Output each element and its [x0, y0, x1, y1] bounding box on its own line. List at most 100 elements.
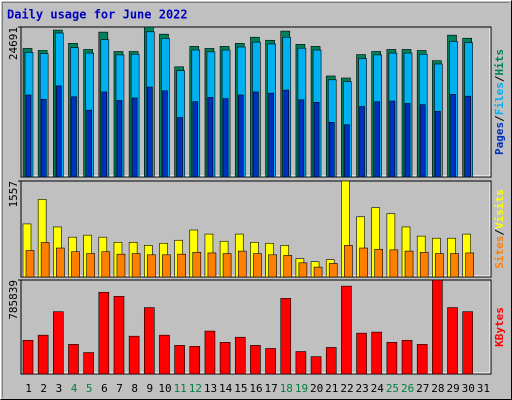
bar	[192, 101, 199, 178]
bar	[116, 100, 123, 178]
y-tick-label: 1557	[7, 181, 20, 208]
bar	[146, 254, 156, 278]
bar	[146, 86, 153, 178]
bar	[71, 96, 77, 178]
bar	[374, 248, 384, 278]
x-tick-label: 31	[477, 382, 490, 395]
bar	[283, 89, 290, 178]
bar	[177, 117, 183, 178]
bar	[207, 97, 214, 178]
bar	[131, 97, 138, 178]
bar	[101, 251, 111, 278]
bar	[450, 253, 459, 278]
x-tick-label: 29	[446, 382, 459, 395]
legend: Pages/Files/Hits	[493, 49, 506, 155]
x-tick-label: 12	[189, 382, 202, 395]
bar	[341, 285, 352, 375]
bar	[344, 124, 350, 178]
bar	[435, 111, 441, 178]
bar	[283, 255, 293, 278]
bar	[237, 250, 247, 278]
bar	[162, 254, 171, 278]
bar	[131, 253, 141, 278]
bar	[101, 91, 108, 178]
bar	[83, 352, 94, 375]
legend-entry: Sites	[493, 236, 506, 269]
x-tick-label: 14	[219, 382, 233, 395]
legend: KBytes	[493, 307, 506, 347]
bar	[40, 98, 47, 178]
bar	[386, 342, 398, 375]
x-tick-label: 30	[462, 382, 475, 395]
x-tick-label: 23	[356, 382, 369, 395]
bar	[404, 103, 411, 178]
chart-title: Daily usage for June 2022	[7, 8, 188, 22]
bar	[40, 242, 50, 278]
bar	[237, 94, 244, 178]
x-tick-label: 4	[71, 382, 78, 395]
bar	[204, 330, 216, 375]
x-tick-label: 10	[158, 382, 171, 395]
bar	[128, 335, 140, 375]
bar	[222, 253, 232, 278]
x-tick-label: 26	[401, 382, 414, 395]
bar	[56, 247, 65, 278]
legend-separator: /	[493, 115, 506, 122]
bar	[465, 252, 474, 278]
x-tick-label: 18	[280, 382, 293, 395]
bar	[253, 91, 259, 178]
bar	[298, 262, 308, 278]
bar	[419, 104, 426, 178]
bar	[143, 307, 155, 375]
bar	[22, 339, 34, 375]
x-tick-label: 11	[174, 382, 187, 395]
legend: Sites/Visits	[493, 189, 506, 269]
x-tick-label: 15	[234, 382, 247, 395]
bar	[371, 331, 383, 375]
bar	[56, 85, 62, 178]
bar	[268, 254, 277, 278]
x-tick-label: 17	[265, 382, 278, 395]
bar	[328, 263, 338, 278]
x-tick-label: 5	[86, 382, 93, 395]
bar	[359, 106, 365, 178]
bar	[162, 90, 168, 178]
bar	[234, 336, 246, 375]
x-tick-label: 3	[56, 382, 63, 395]
bar	[310, 356, 322, 375]
bar	[71, 251, 80, 278]
x-tick-label: 19	[295, 382, 308, 395]
bar	[86, 253, 95, 278]
legend-entry: Pages	[493, 122, 506, 155]
bar	[328, 122, 335, 178]
bar	[416, 344, 428, 375]
x-tick-label: 22	[340, 382, 353, 395]
bar	[86, 109, 92, 178]
bar	[207, 252, 217, 278]
bar	[222, 98, 229, 178]
bar	[465, 95, 471, 178]
legend-entry: Files	[493, 82, 506, 115]
x-tick-label: 28	[431, 382, 444, 395]
bar	[344, 245, 353, 278]
bar	[265, 348, 276, 375]
bar	[313, 101, 320, 178]
x-tick-label: 24	[371, 382, 385, 395]
bar	[116, 253, 126, 278]
x-tick-label: 25	[386, 382, 399, 395]
bar	[53, 311, 64, 375]
y-tick-label: 24691	[7, 27, 20, 60]
bar	[313, 266, 323, 278]
x-tick-label: 6	[101, 382, 108, 395]
bar	[25, 94, 32, 178]
bar	[189, 346, 201, 375]
x-tick-label: 13	[204, 382, 217, 395]
x-tick-label: 21	[325, 382, 338, 395]
bar	[98, 291, 110, 375]
bar	[177, 253, 186, 278]
bar	[325, 347, 337, 375]
legend-entry: Hits	[493, 49, 506, 76]
legend-entry: KBytes	[493, 307, 506, 347]
